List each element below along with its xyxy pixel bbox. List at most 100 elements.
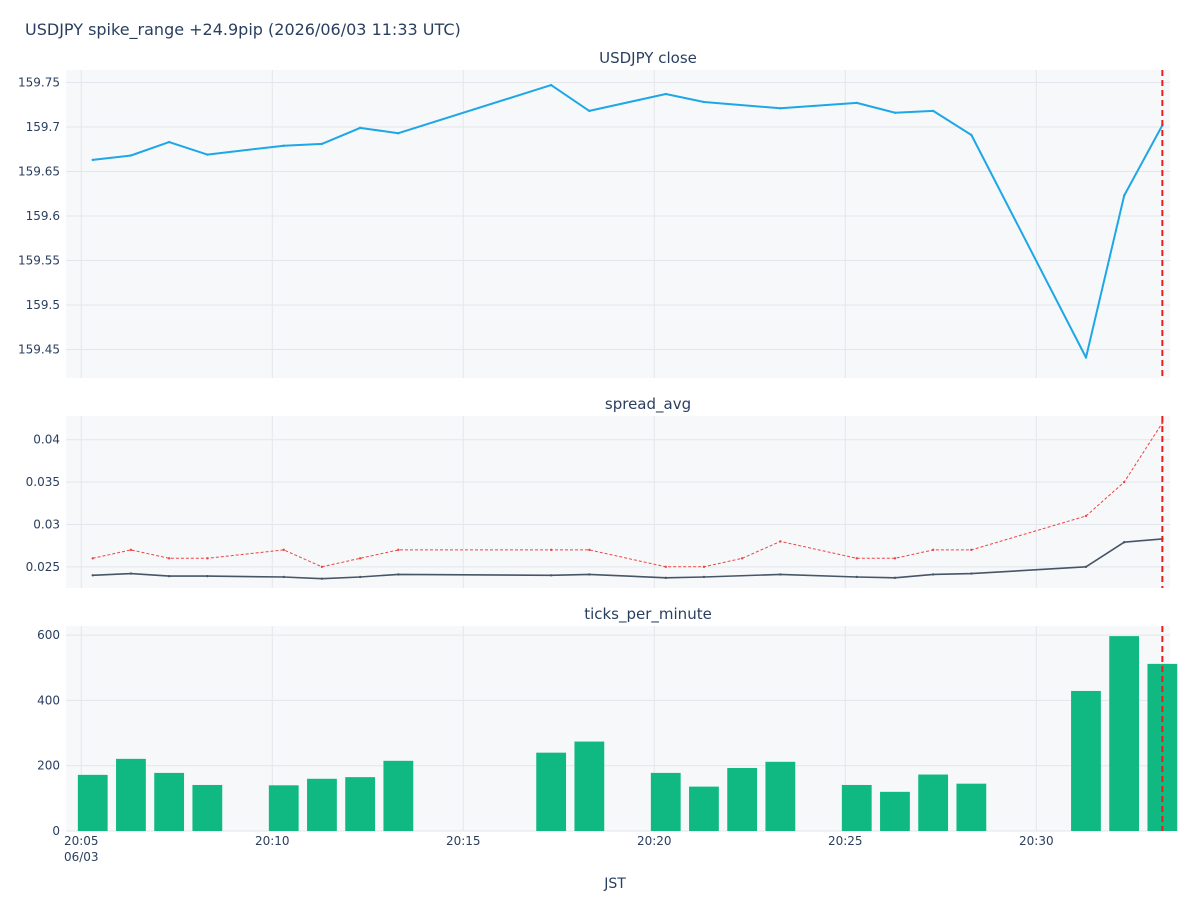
y-tick-label: 159.75 bbox=[18, 75, 60, 89]
tick-bar bbox=[116, 758, 146, 831]
spread_avg-point bbox=[702, 575, 706, 579]
y-tick-label: 159.45 bbox=[18, 343, 60, 357]
spread_max-point bbox=[206, 557, 209, 560]
panel-1: 159.45 159.5 159.55 159.6 159.65 159.7 159.75 U… bbox=[18, 49, 1170, 378]
panel-title: ticks_per_minute bbox=[584, 605, 712, 624]
y-tick-label: 0 bbox=[52, 824, 60, 838]
close-point bbox=[588, 109, 591, 113]
y-tick-label: 159.55 bbox=[18, 253, 60, 267]
spread_avg-point bbox=[320, 577, 324, 580]
close-point bbox=[1084, 356, 1088, 359]
spread_avg-point bbox=[931, 573, 935, 576]
close-point bbox=[702, 100, 706, 104]
tick-bar bbox=[727, 767, 758, 831]
tick-bar bbox=[1109, 636, 1140, 831]
close-point bbox=[549, 83, 553, 87]
spread_max-point bbox=[397, 548, 400, 552]
plot-background bbox=[66, 70, 1170, 378]
spread_max-point bbox=[320, 565, 324, 569]
spread_max-point bbox=[167, 557, 171, 560]
spread_avg-point bbox=[397, 573, 400, 576]
spread_max-point bbox=[855, 557, 858, 560]
spread_avg-line bbox=[92, 538, 1163, 580]
tick-bar bbox=[918, 774, 949, 831]
close-point bbox=[1122, 194, 1126, 197]
close-point bbox=[206, 153, 209, 156]
close-line bbox=[92, 84, 1164, 359]
spread_max-point bbox=[129, 548, 133, 552]
tick-bar bbox=[345, 777, 376, 831]
x-tick-label: 20:30 bbox=[1019, 834, 1054, 848]
spread_max-point bbox=[549, 548, 553, 552]
plot-background bbox=[66, 416, 1170, 588]
tick-bar bbox=[689, 786, 719, 831]
x-tick-label: 20:10 bbox=[255, 834, 290, 848]
figure-title: USDJPY spike_range +24.9pip (2026/06/03 … bbox=[25, 20, 461, 40]
spread_avg-point bbox=[1084, 565, 1088, 569]
close-point bbox=[358, 126, 362, 130]
panel-title: spread_avg bbox=[605, 395, 691, 414]
spread_avg-point bbox=[282, 575, 285, 579]
x-tick-label: 20:15 bbox=[446, 834, 481, 848]
close-point bbox=[397, 132, 400, 135]
spread_max-point bbox=[358, 557, 362, 560]
x-axis-title: JST bbox=[603, 876, 626, 892]
tick-bar bbox=[841, 784, 872, 831]
spread_avg-point bbox=[549, 574, 553, 577]
tick-bar bbox=[1071, 690, 1101, 831]
panel-title: USDJPY close bbox=[599, 49, 697, 67]
y-tick-label: 159.5 bbox=[26, 298, 60, 312]
spread_max-point bbox=[893, 557, 897, 560]
x-tick-sublabel: 06/03 bbox=[64, 850, 99, 864]
panel-2: 0.025 0.03 0.035 0.04 spread_avg bbox=[26, 395, 1170, 588]
spread_avg-point bbox=[129, 572, 133, 575]
tick-bar bbox=[77, 774, 108, 831]
close-point bbox=[129, 154, 133, 157]
tick-bar bbox=[383, 760, 414, 831]
tick-bar bbox=[154, 772, 185, 831]
close-point bbox=[167, 140, 171, 144]
x-tick-label: 20:05 bbox=[64, 834, 99, 848]
spread_max-point bbox=[779, 540, 782, 543]
spread_avg-point bbox=[588, 573, 591, 576]
spread_avg-point bbox=[358, 575, 362, 579]
close-point bbox=[970, 133, 973, 137]
spread_avg-point bbox=[970, 572, 973, 575]
close-point bbox=[91, 158, 94, 162]
tick-bar bbox=[880, 791, 910, 831]
tick-bar bbox=[268, 785, 299, 831]
y-tick-label: 0.025 bbox=[26, 560, 60, 574]
tick-bar bbox=[956, 783, 987, 831]
spread_max-point bbox=[664, 565, 667, 569]
plot-background bbox=[66, 626, 1170, 831]
y-tick-label: 159.65 bbox=[18, 164, 60, 178]
panel-3: 0 200 400 600 ticks_per_minute bbox=[37, 605, 1178, 838]
close-point bbox=[931, 109, 935, 113]
tick-bar bbox=[765, 761, 796, 831]
tick-bar bbox=[650, 772, 681, 831]
tick-bar bbox=[574, 741, 605, 831]
x-tick-label: 20:20 bbox=[637, 834, 672, 848]
y-tick-label: 600 bbox=[37, 628, 60, 642]
spread_max-point bbox=[282, 548, 285, 552]
close-point bbox=[779, 107, 782, 110]
y-tick-label: 200 bbox=[37, 759, 60, 773]
y-tick-label: 0.03 bbox=[33, 517, 60, 531]
spread_max-point bbox=[1084, 514, 1088, 518]
chart-panels: 159.45 159.5 159.55 159.6 159.65 159.7 159.75 U… bbox=[18, 49, 1178, 864]
spread_avg-point bbox=[893, 576, 897, 580]
spread_max-point bbox=[740, 557, 744, 560]
close-point bbox=[282, 144, 285, 147]
spread_max-point bbox=[702, 565, 706, 569]
spread_max-point bbox=[91, 557, 94, 560]
y-tick-label: 159.6 bbox=[26, 209, 60, 223]
spread_max-point bbox=[931, 548, 935, 552]
close-point bbox=[893, 111, 897, 114]
spread_avg-point bbox=[1122, 541, 1126, 544]
tick-bar bbox=[307, 778, 337, 831]
close-point bbox=[320, 142, 324, 146]
spread_max-point bbox=[1122, 480, 1126, 484]
spread_max-point bbox=[1161, 421, 1164, 424]
tick-bar bbox=[192, 784, 223, 831]
